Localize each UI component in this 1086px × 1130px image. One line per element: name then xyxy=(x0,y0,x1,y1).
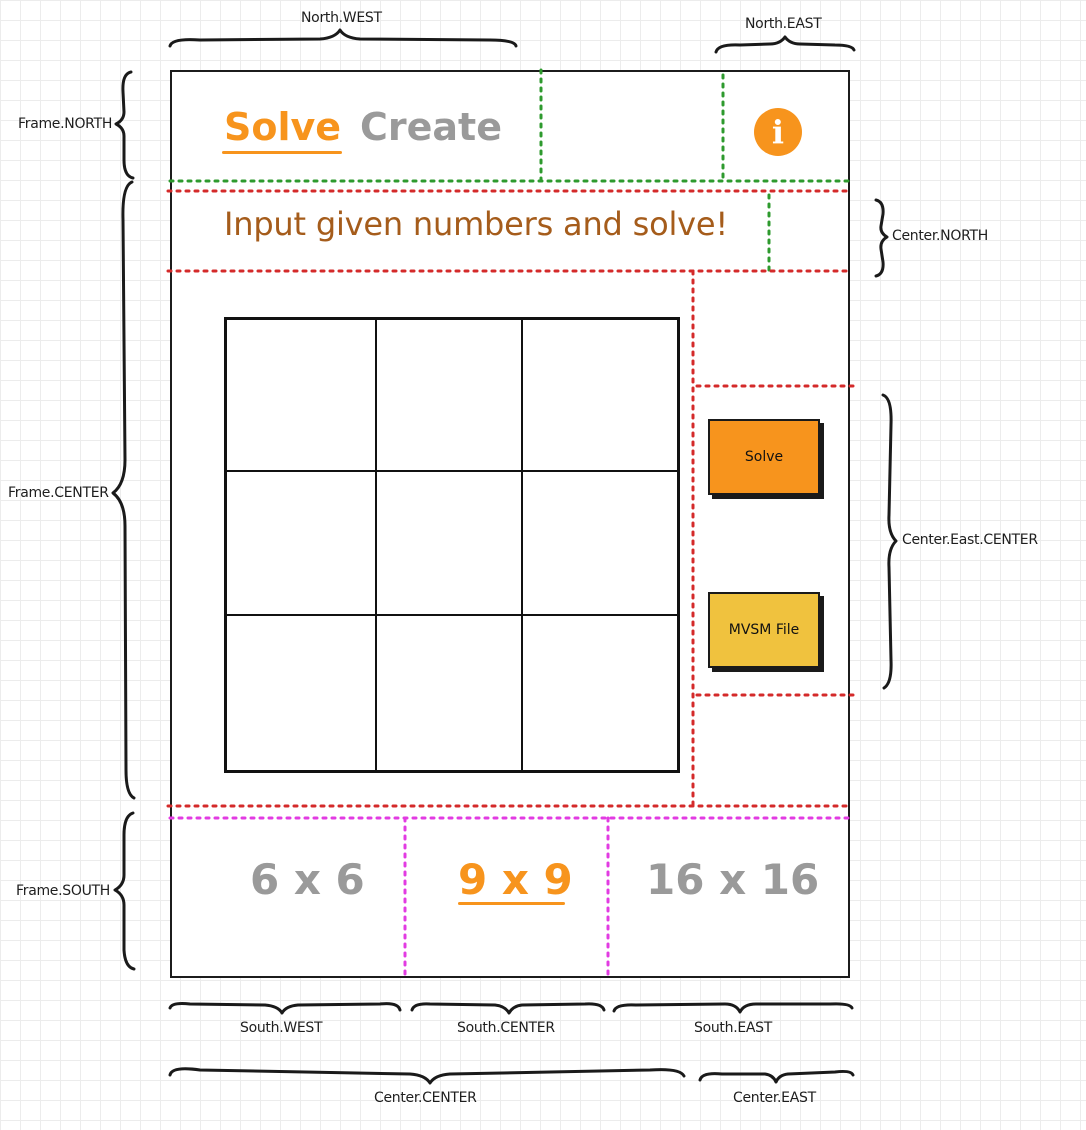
frame-center-brace xyxy=(111,180,136,800)
label-north-east: North.EAST xyxy=(745,16,822,32)
label-south-center: South.CENTER xyxy=(457,1020,555,1036)
grid-cell[interactable] xyxy=(523,320,677,472)
center-east-brace xyxy=(698,1069,855,1084)
center-guides xyxy=(166,189,857,808)
grid-cell[interactable] xyxy=(377,320,523,472)
label-frame-north: Frame.NORTH xyxy=(18,116,113,132)
active-tab-underline xyxy=(222,151,342,154)
grid-cell[interactable] xyxy=(377,472,523,616)
grid-cell[interactable] xyxy=(227,320,377,472)
south-west-brace xyxy=(168,1002,402,1015)
label-frame-center: Frame.CENTER xyxy=(8,485,109,501)
label-frame-south: Frame.SOUTH xyxy=(16,883,111,899)
south-center-brace xyxy=(410,1002,606,1015)
frame-south-brace xyxy=(113,811,136,971)
grid-cell[interactable] xyxy=(227,472,377,616)
grid-cell[interactable] xyxy=(377,616,523,770)
label-south-west: South.WEST xyxy=(240,1020,323,1036)
active-size-underline xyxy=(458,902,565,905)
center-center-brace xyxy=(168,1067,686,1085)
label-center-east-center: Center.East.CENTER xyxy=(902,532,1038,548)
grid-cell[interactable] xyxy=(227,616,377,770)
instruction-text: Input given numbers and solve! xyxy=(224,205,729,243)
label-center-north: Center.NORTH xyxy=(892,228,988,244)
north-guides xyxy=(168,68,852,272)
label-center-center: Center.CENTER xyxy=(374,1090,477,1106)
north-east-brace xyxy=(714,35,856,54)
center-east-center-brace xyxy=(881,393,898,690)
north-west-brace xyxy=(168,28,518,48)
size-option-16x16[interactable]: 16 x 16 xyxy=(646,855,820,904)
sudoku-grid xyxy=(224,317,680,773)
tab-solve[interactable]: Solve xyxy=(224,105,342,149)
frame-north-brace xyxy=(114,70,135,180)
grid-cell[interactable] xyxy=(523,472,677,616)
size-option-6x6[interactable]: 6 x 6 xyxy=(250,855,365,904)
label-center-east: Center.EAST xyxy=(733,1090,816,1106)
label-south-east: South.EAST xyxy=(694,1020,772,1036)
south-east-brace xyxy=(612,1002,854,1014)
info-icon[interactable]: i xyxy=(754,108,802,156)
south-guides xyxy=(168,816,852,980)
label-north-west: North.WEST xyxy=(301,10,382,26)
center-north-brace xyxy=(874,198,889,278)
mvsm-file-button[interactable]: MVSM File xyxy=(708,592,820,668)
main-frame xyxy=(170,70,850,978)
tab-create[interactable]: Create xyxy=(360,105,502,149)
solve-button[interactable]: Solve xyxy=(708,419,820,495)
size-option-9x9[interactable]: 9 x 9 xyxy=(458,855,573,904)
